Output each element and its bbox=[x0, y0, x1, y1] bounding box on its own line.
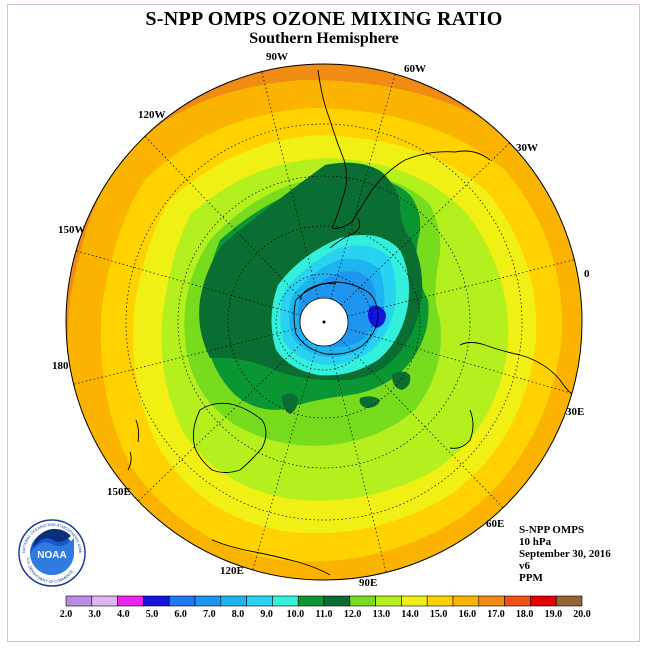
graticule bbox=[73, 71, 575, 573]
colorbar-cell bbox=[246, 595, 273, 607]
colorbar-tick-label: 5.0 bbox=[145, 609, 159, 620]
map-title: S-NPP OMPS OZONE MIXING RATIO bbox=[145, 8, 503, 30]
meridian-line bbox=[138, 338, 307, 502]
noaa-logo-icon: NOAA NATIONAL OCEANIC AND ATMOSPHERIC AD… bbox=[17, 518, 86, 587]
colorbar-tick-label: 7.0 bbox=[203, 609, 216, 620]
colorbar-cells bbox=[65, 595, 583, 607]
map-subtitle: Southern Hemisphere bbox=[249, 30, 399, 47]
colorbar-tick-label: 14.0 bbox=[401, 609, 419, 620]
colorbar-tick-label: 19.0 bbox=[544, 609, 563, 620]
antarctica-outline bbox=[293, 281, 379, 355]
meridian-line bbox=[73, 327, 301, 385]
antarctic-peninsula-outline bbox=[299, 217, 361, 301]
colorbar-tick-label: 15.0 bbox=[429, 609, 448, 620]
colorbar-tick-label: 8.0 bbox=[231, 609, 245, 620]
meridian-line bbox=[144, 136, 308, 305]
latitude-circle-60s bbox=[177, 175, 471, 469]
latitude-circle-80s bbox=[275, 273, 373, 371]
lon-label-150w: 150W bbox=[58, 224, 86, 236]
info-units: PPM bbox=[519, 572, 543, 584]
meridian-line bbox=[341, 142, 510, 306]
ozone-patch-11-b bbox=[359, 396, 380, 408]
info-instrument: S-NPP OMPS bbox=[519, 524, 585, 536]
colorbar-tick-label: 20.0 bbox=[573, 609, 591, 620]
latitude-circle-70s bbox=[227, 225, 421, 419]
lon-label-30w: 30W bbox=[516, 142, 538, 154]
colorbar-cell bbox=[91, 595, 118, 607]
colorbar-tick-label: 18.0 bbox=[515, 609, 534, 620]
colorbar-tick-label: 10.0 bbox=[286, 609, 305, 620]
info-date: September 30, 2016 bbox=[519, 548, 611, 560]
ozone-patch-11 bbox=[392, 371, 411, 390]
colorbar-tick-label: 11.0 bbox=[315, 609, 333, 620]
africa-outline bbox=[449, 342, 581, 449]
colorbar-cell bbox=[349, 595, 376, 607]
lon-label-60w: 60W bbox=[404, 63, 426, 75]
lon-label-180: 180 bbox=[52, 360, 69, 372]
colorbar-tick-label: 6.0 bbox=[174, 609, 187, 620]
info-version: v6 bbox=[519, 560, 530, 572]
lon-label-60e: 60E bbox=[486, 518, 505, 530]
map-boundary bbox=[65, 63, 583, 581]
meridian-line bbox=[75, 250, 302, 316]
colorbar-cell bbox=[220, 595, 247, 607]
colorbar-tick-label: 2.0 bbox=[59, 609, 73, 620]
info-block: S-NPP OMPS 10 hPa September 30, 2016 v6 … bbox=[519, 524, 611, 584]
meridian-line bbox=[261, 71, 319, 299]
colorbar-tick-label: 9.0 bbox=[260, 609, 273, 620]
ozone-band-5 bbox=[368, 305, 386, 328]
page-frame bbox=[7, 4, 640, 642]
meridian-line bbox=[252, 344, 318, 571]
colorbar-tick-label: 13.0 bbox=[372, 609, 391, 620]
colorbar-cell bbox=[65, 595, 93, 607]
colorbar-cell bbox=[272, 595, 299, 607]
lon-label-120w: 120W bbox=[138, 109, 166, 121]
meridian-line bbox=[329, 345, 387, 573]
colorbar-cell bbox=[143, 595, 170, 607]
lon-label-30e: 30E bbox=[566, 406, 585, 418]
lon-label-0: 0 bbox=[584, 268, 590, 280]
colorbar-cell bbox=[323, 595, 351, 607]
colorbar-cell bbox=[452, 595, 480, 607]
ozone-contour-fields bbox=[66, 64, 582, 580]
meridian-line bbox=[330, 73, 396, 300]
colorbar-tick-label: 3.0 bbox=[88, 609, 101, 620]
colorbar-cell bbox=[555, 595, 583, 607]
lon-label-90w: 90W bbox=[266, 51, 288, 63]
lon-label-120e: 120E bbox=[220, 565, 244, 577]
info-level: 10 hPa bbox=[519, 536, 552, 548]
colorbar-cell bbox=[478, 595, 505, 607]
south-pole-marker bbox=[322, 320, 326, 324]
new-zealand-outline bbox=[127, 419, 140, 471]
meridian-line bbox=[346, 328, 573, 394]
colorbar-tick-label: 16.0 bbox=[458, 609, 477, 620]
colorbar-cell bbox=[426, 595, 454, 607]
colorbar-tick-label: 12.0 bbox=[343, 609, 362, 620]
indonesia-outline bbox=[211, 539, 331, 576]
meridian-lines bbox=[73, 71, 575, 573]
colorbar-cell bbox=[194, 595, 222, 607]
lon-label-90e: 90E bbox=[359, 577, 378, 589]
colorbar-cell bbox=[297, 595, 325, 607]
colorbar-cell bbox=[168, 595, 196, 607]
ozone-patch-11-c bbox=[282, 393, 298, 414]
colorbar-cell bbox=[117, 595, 144, 607]
colorbar-tick-label: 4.0 bbox=[117, 609, 130, 620]
meridian-line bbox=[347, 259, 575, 317]
colorbar-cell bbox=[504, 595, 531, 607]
meridian-line bbox=[340, 339, 504, 508]
colorbar-cell bbox=[530, 595, 557, 607]
latitude-circle-50s bbox=[125, 123, 523, 521]
logo-text: NOAA bbox=[37, 550, 66, 561]
colorbar-cell bbox=[375, 595, 402, 607]
lon-label-150e: 150E bbox=[107, 486, 131, 498]
colorbar-cell bbox=[401, 595, 428, 607]
colorbar-tick-label: 17.0 bbox=[487, 609, 505, 620]
